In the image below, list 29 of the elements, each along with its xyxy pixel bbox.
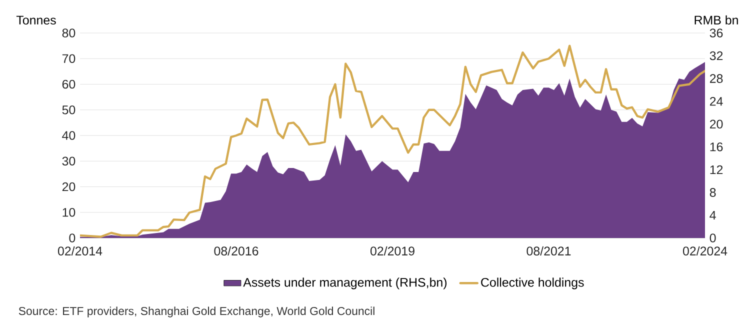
source-note: Source: ETF providers, Shanghai Gold Exchange, World Gold Council <box>18 306 374 318</box>
y2-tick-label: 32 <box>710 51 723 60</box>
y2-tick-label: 0 <box>710 234 716 242</box>
x-tick-label: 02/2019 <box>370 246 414 256</box>
y-tick-label: 40 <box>62 131 76 140</box>
legend-label: Collective holdings <box>481 278 584 290</box>
y-tick-label: 10 <box>62 208 76 217</box>
x-tick-label: 02/2024 <box>682 246 728 256</box>
x-tick-label: 08/2021 <box>526 246 571 256</box>
y2-axis-title: RMB bn <box>694 15 738 25</box>
x-tick-label: 02/2014 <box>58 246 102 256</box>
y-tick-label: 30 <box>62 156 76 166</box>
x-tick-label: 08/2016 <box>214 246 258 256</box>
y-axis-title: Tonnes <box>16 16 56 25</box>
y2-tick-label: 24 <box>710 96 723 106</box>
y2-tick-label: 16 <box>710 142 723 152</box>
y2-tick-label: 28 <box>710 74 723 83</box>
y2-tick-label: 36 <box>710 28 723 38</box>
y2-tick-label: 20 <box>710 120 723 129</box>
y-tick-label: 80 <box>62 28 76 38</box>
y2-tick-label: 4 <box>710 210 716 220</box>
y2-tick-label: 8 <box>710 188 716 197</box>
legend-label: Assets under management (RHS,bn) <box>243 278 447 290</box>
y-tick-label: 60 <box>62 80 76 89</box>
y-tick-label: 70 <box>62 54 76 64</box>
y2-tick-label: 12 <box>710 165 723 174</box>
y-tick-label: 0 <box>69 234 76 242</box>
y-tick-label: 20 <box>62 182 76 192</box>
y-tick-label: 50 <box>62 105 76 114</box>
